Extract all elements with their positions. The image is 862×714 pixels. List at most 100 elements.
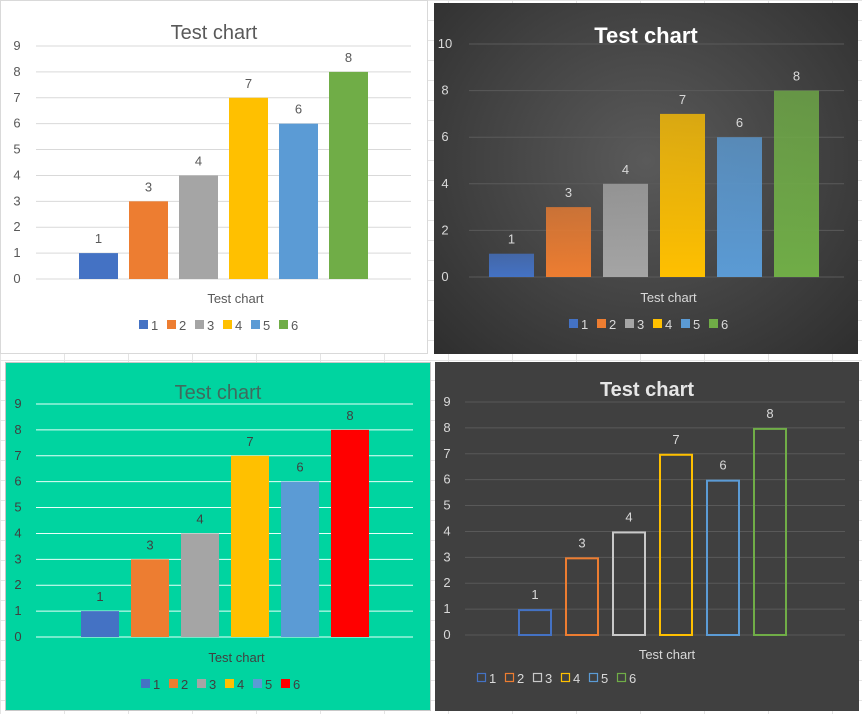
y-tick-label: 3 — [14, 551, 21, 566]
legend-swatch — [167, 320, 176, 329]
bar-series-2 — [131, 559, 169, 637]
data-label: 4 — [625, 509, 632, 524]
legend-label: 2 — [181, 677, 188, 692]
y-tick-label: 4 — [13, 167, 20, 182]
chart-title: Test chart — [171, 22, 258, 44]
y-tick-label: 4 — [443, 523, 450, 538]
legend-label: 2 — [609, 317, 616, 332]
bar-series-2 — [546, 207, 591, 277]
y-tick-label: 9 — [13, 38, 20, 53]
y-tick-label: 5 — [13, 142, 20, 157]
y-tick-label: 7 — [14, 448, 21, 463]
legend-label: 1 — [489, 671, 496, 686]
data-label: 8 — [793, 69, 800, 84]
legend-label: 5 — [601, 671, 608, 686]
legend-label: 4 — [237, 677, 244, 692]
legend-swatch — [709, 319, 718, 328]
chart-title: Test chart — [175, 382, 262, 404]
bar-chart-dark-outline: Test chart 0 1 2 3 4 5 6 7 8 9 1 3 4 7 6 8 Test chart 1 2 3 4… — [443, 379, 845, 686]
legend-swatch — [681, 319, 690, 328]
data-label: 1 — [95, 231, 102, 246]
data-label: 8 — [766, 406, 773, 421]
data-label: 7 — [246, 434, 253, 449]
legend-label: 4 — [235, 318, 242, 333]
y-tick-label: 8 — [13, 64, 20, 79]
legend-label: 1 — [153, 677, 160, 692]
y-tick-label: 6 — [441, 129, 448, 144]
y-tick-label: 3 — [13, 193, 20, 208]
y-tick-label: 2 — [443, 575, 450, 590]
legend-swatch — [169, 679, 178, 688]
legend-label: 3 — [209, 677, 216, 692]
chart-panel-white: Test chart 0 1 2 3 4 5 6 7 8 9 1 3 4 7 6 8 Test chart 1 2 3 4… — [0, 0, 428, 354]
chart-panel-green: Test chart 0 1 2 3 4 5 6 7 8 9 1 3 4 7 6 8 Test chart 1 2 3 4… — [5, 362, 431, 711]
y-tick-label: 6 — [14, 474, 21, 489]
bar-series-4 — [229, 97, 268, 280]
bar-series-1 — [81, 611, 119, 637]
bar-series-4 — [660, 113, 705, 278]
legend-label: 3 — [637, 317, 644, 332]
y-tick-label: 5 — [443, 498, 450, 513]
data-label: 4 — [196, 511, 203, 526]
x-axis-label: Test chart — [639, 647, 696, 662]
y-tick-label: 3 — [443, 549, 450, 564]
legend-swatch — [197, 679, 206, 688]
legend-swatch — [139, 320, 148, 329]
data-label: 3 — [146, 537, 153, 552]
legend-swatch — [279, 320, 288, 329]
legend-label: 6 — [629, 671, 636, 686]
legend-swatch — [653, 319, 662, 328]
legend-label: 1 — [151, 318, 158, 333]
legend-label: 5 — [263, 318, 270, 333]
legend-swatch — [616, 672, 627, 683]
y-tick-label: 5 — [14, 500, 21, 515]
chart-panel-dark-gradient: Test chart 0 2 4 6 8 10 1 3 4 7 6 8 Test chart 1 2 3 4 5 6 — [434, 3, 858, 354]
legend-label: 2 — [517, 671, 524, 686]
legend-swatch — [597, 319, 606, 328]
legend-label: 3 — [545, 671, 552, 686]
legend-label: 2 — [179, 318, 186, 333]
bar-series-3 — [179, 175, 218, 279]
data-label: 7 — [679, 92, 686, 107]
y-tick-label: 8 — [443, 420, 450, 435]
legend-label: 6 — [293, 677, 300, 692]
bar-series-1 — [79, 253, 118, 279]
legend-swatch — [569, 319, 578, 328]
bar-series-3 — [612, 531, 646, 636]
data-label: 3 — [145, 179, 152, 194]
data-label: 6 — [295, 102, 302, 117]
y-tick-label: 1 — [443, 601, 450, 616]
y-tick-label: 7 — [13, 90, 20, 105]
legend-swatch — [625, 319, 634, 328]
legend-swatch — [141, 679, 150, 688]
legend-label: 4 — [573, 671, 580, 686]
bar-series-4 — [231, 455, 269, 637]
bar-series-5 — [717, 137, 762, 277]
legend-swatch — [532, 672, 543, 683]
data-label: 7 — [245, 76, 252, 91]
bar-series-2 — [565, 557, 599, 636]
y-tick-label: 2 — [13, 219, 20, 234]
legend-label: 3 — [207, 318, 214, 333]
legend-swatch — [281, 679, 290, 688]
data-label: 8 — [345, 50, 352, 65]
legend-label: 6 — [291, 318, 298, 333]
bar-series-6 — [774, 90, 819, 277]
data-label: 4 — [622, 162, 629, 177]
y-tick-label: 8 — [441, 83, 448, 98]
y-tick-label: 2 — [441, 222, 448, 237]
y-tick-label: 9 — [443, 394, 450, 409]
legend-swatch — [195, 320, 204, 329]
data-label: 1 — [508, 232, 515, 247]
legend-swatch — [560, 672, 571, 683]
y-tick-label: 9 — [14, 396, 21, 411]
legend-label: 4 — [665, 317, 672, 332]
legend-swatch — [251, 320, 260, 329]
y-tick-label: 6 — [13, 116, 20, 131]
legend-label: 5 — [265, 677, 272, 692]
y-tick-label: 8 — [14, 422, 21, 437]
legend-swatch — [588, 672, 599, 683]
legend-swatch — [223, 320, 232, 329]
y-tick-label: 7 — [443, 446, 450, 461]
y-tick-label: 1 — [13, 245, 20, 260]
